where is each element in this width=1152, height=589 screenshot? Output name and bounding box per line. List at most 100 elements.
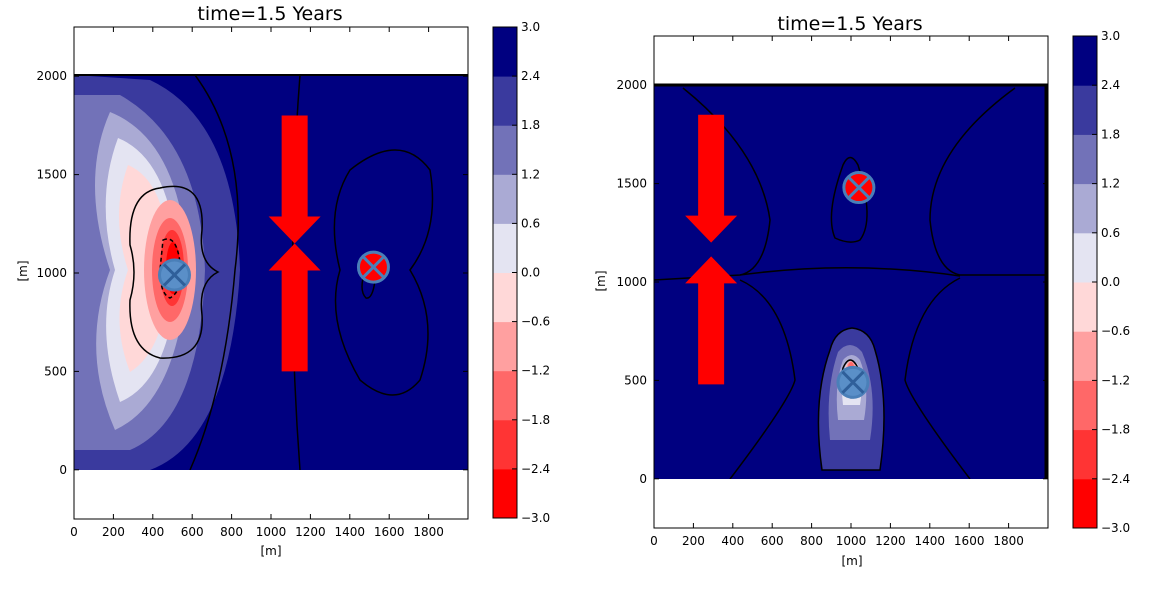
right-xtick-label-7: 1400 — [915, 534, 946, 548]
left-colorbar-segment-7 — [493, 125, 517, 175]
left-colorbar-segment-9 — [493, 27, 517, 77]
right-wells — [836, 171, 876, 399]
left-colorbar-segment-6 — [493, 174, 517, 224]
left-ytick-label-2: 1000 — [36, 266, 67, 280]
left-colorbar-segment-3 — [493, 321, 517, 372]
left-ytick-label-4: 2000 — [36, 69, 67, 83]
right-ytick-label-0: 0 — [639, 472, 647, 486]
left-xtick-label-2: 400 — [141, 525, 164, 539]
right-colorbar-tick-label-9: −2.4 — [1101, 472, 1130, 486]
right-panel: time=1.5 Years — [594, 13, 1130, 568]
left-colorbar-tick-label-0: 3.0 — [521, 20, 540, 34]
right-xtick-label-8: 1600 — [954, 534, 985, 548]
right-xtick-label-9: 1800 — [993, 534, 1024, 548]
left-xtick-label-5: 1000 — [256, 525, 287, 539]
left-colorbar-tick-label-7: −1.2 — [521, 364, 550, 378]
right-xtick-label-5: 1000 — [836, 534, 867, 548]
right-colorbar-segment-7 — [1073, 134, 1097, 185]
left-colorbar-tick-label-4: 0.6 — [521, 216, 540, 230]
left-wells — [157, 250, 390, 292]
left-colorbar-segment-8 — [493, 76, 517, 126]
left-colorbar-tick-label-5: 0.0 — [521, 266, 540, 280]
left-xtick-label-1: 200 — [102, 525, 125, 539]
right-x-ticks: 0 200 400 600 800 1000 1200 1400 1600 1800 — [650, 36, 1024, 548]
right-ytick-label-3: 1500 — [616, 177, 647, 191]
left-flow-arrows — [268, 115, 321, 372]
right-colorbar-tick-label-8: −1.8 — [1101, 423, 1130, 437]
right-colorbar-tick-label-3: 1.2 — [1101, 177, 1120, 191]
left-colorbar-segment-2 — [493, 370, 517, 421]
right-ytick-label-2: 1000 — [616, 275, 647, 289]
left-heatmap-field — [74, 75, 468, 470]
left-panel: time=1.5 Years — [16, 3, 550, 558]
left-xtick-label-6: 1200 — [295, 525, 326, 539]
left-xtick-label-9: 1800 — [413, 525, 444, 539]
left-title: time=1.5 Years — [197, 3, 342, 25]
left-ytick-label-1: 500 — [44, 364, 67, 378]
left-colorbar-segment-5 — [493, 223, 517, 273]
left-colorbar-tick-label-8: −1.8 — [521, 413, 550, 427]
right-title: time=1.5 Years — [777, 13, 922, 35]
right-y-ticks: 0 500 1000 1500 2000 — [616, 78, 1048, 486]
right-y-axis-label: [m] — [594, 270, 608, 291]
left-colorbar: 3.0 2.4 1.8 1.2 0.6 0.0 −0.6 −1.2 −1.8 −2.4 −3.0 — [492, 20, 550, 525]
left-ytick-label-3: 1500 — [36, 168, 67, 182]
left-xtick-label-7: 1400 — [335, 525, 366, 539]
left-colorbar-tick-label-10: −3.0 — [521, 511, 550, 525]
right-colorbar-tick-label-4: 0.6 — [1101, 226, 1120, 240]
right-x-axis-label: [m] — [841, 554, 862, 568]
left-x-axis-label: [m] — [260, 544, 281, 558]
right-flow-arrows — [685, 114, 738, 385]
left-x-ticks: 0 200 400 600 800 1000 1200 1400 1600 1800 — [70, 27, 444, 539]
right-colorbar: 3.0 2.4 1.8 1.2 0.6 0.0 −0.6 −1.2 −1.8 −2.4 −3.0 — [1072, 29, 1130, 535]
right-colorbar-tick-label-6: −0.6 — [1101, 324, 1130, 338]
right-colorbar-segment-0 — [1073, 478, 1097, 529]
right-down-arrow — [685, 114, 738, 243]
left-y-axis-label: [m] — [16, 260, 30, 281]
right-colorbar-tick-label-0: 3.0 — [1101, 29, 1120, 43]
right-colorbar-tick-label-10: −3.0 — [1101, 521, 1130, 535]
right-xtick-label-2: 400 — [721, 534, 744, 548]
right-colorbar-segment-6 — [1073, 183, 1097, 234]
left-well-red-x-icon-1 — [356, 250, 390, 284]
left-well-blue-x-icon-0 — [157, 258, 191, 292]
left-xtick-label-4: 800 — [220, 525, 243, 539]
left-colorbar-segment-0 — [493, 468, 517, 519]
right-xtick-label-0: 0 — [650, 534, 658, 548]
left-colorbar-segment-4 — [493, 272, 517, 323]
right-xtick-label-3: 600 — [761, 534, 784, 548]
right-colorbar-tick-label-2: 1.8 — [1101, 127, 1120, 141]
right-up-arrow — [685, 256, 738, 385]
right-colorbar-segment-2 — [1073, 380, 1097, 431]
right-ytick-label-4: 2000 — [616, 78, 647, 92]
right-ytick-label-1: 500 — [624, 373, 647, 387]
left-xtick-label-3: 600 — [181, 525, 204, 539]
right-xtick-label-4: 800 — [800, 534, 823, 548]
right-colorbar-segment-3 — [1073, 331, 1097, 381]
left-ytick-label-0: 0 — [59, 463, 67, 477]
right-colorbar-segment-1 — [1073, 429, 1097, 480]
right-well-blue-x-icon-1 — [836, 365, 870, 399]
left-colorbar-tick-label-6: −0.6 — [521, 315, 550, 329]
right-xtick-label-1: 200 — [682, 534, 705, 548]
right-colorbar-segment-8 — [1073, 85, 1097, 135]
right-colorbar-segment-9 — [1073, 36, 1097, 86]
right-well-red-x-icon-0 — [842, 171, 876, 205]
left-y-ticks: 0 500 1000 1500 2000 — [36, 69, 468, 477]
left-colorbar-tick-label-3: 1.2 — [521, 167, 540, 181]
right-colorbar-segment-5 — [1073, 232, 1097, 283]
right-colorbar-segment-4 — [1073, 282, 1097, 332]
right-xtick-label-6: 1200 — [875, 534, 906, 548]
left-down-arrow — [268, 115, 321, 244]
left-xtick-label-8: 1600 — [374, 525, 405, 539]
right-colorbar-tick-label-7: −1.2 — [1101, 373, 1130, 387]
left-up-arrow — [268, 243, 321, 372]
left-xtick-label-0: 0 — [70, 525, 78, 539]
left-colorbar-tick-label-2: 1.8 — [521, 118, 540, 132]
left-colorbar-tick-label-1: 2.4 — [521, 69, 540, 83]
right-colorbar-tick-label-1: 2.4 — [1101, 78, 1120, 92]
left-colorbar-tick-label-9: −2.4 — [521, 462, 550, 476]
left-colorbar-segment-1 — [493, 419, 517, 470]
right-colorbar-tick-label-5: 0.0 — [1101, 275, 1120, 289]
